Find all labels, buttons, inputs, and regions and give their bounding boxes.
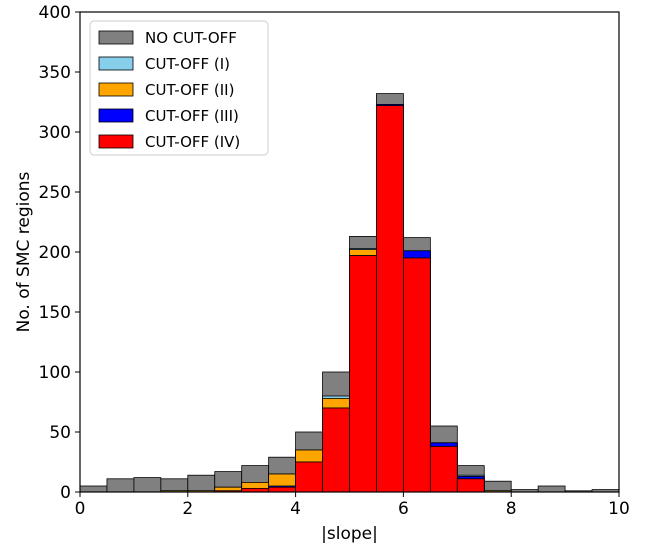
y-tick-label: 300	[39, 123, 71, 143]
bar-series-4-bin-9	[322, 407, 350, 493]
legend-label: CUT-OFF (I)	[145, 55, 230, 73]
x-tick-label: 8	[506, 499, 517, 519]
x-axis-label: |slope|	[321, 524, 378, 544]
y-tick-label: 100	[39, 363, 71, 383]
legend-swatch	[98, 134, 134, 149]
y-axis-label: No. of SMC regions	[14, 171, 34, 332]
bar-series-4-bin-12	[402, 257, 431, 493]
x-tick-label: 10	[608, 499, 630, 519]
bar-series-0-bin-3	[160, 478, 189, 493]
bar-series-4-bin-8	[295, 461, 323, 493]
bar-series-0-bin-17	[537, 485, 566, 493]
bar-series-4-bin-10	[349, 255, 377, 493]
x-tick-label: 2	[182, 499, 193, 519]
legend-label: CUT-OFF (II)	[145, 81, 234, 99]
y-tick-label: 50	[49, 423, 71, 443]
x-tick-label: 6	[398, 499, 409, 519]
y-tick-label: 200	[39, 243, 71, 263]
y-axis: 0 50 100 150 200 250 300 350 400	[39, 3, 80, 503]
bar-series-0-bin-2	[133, 477, 162, 493]
bar-series-4-bin-14	[456, 478, 485, 493]
legend-label: CUT-OFF (IV)	[145, 133, 240, 151]
bar-series-0-bin-1	[106, 478, 135, 493]
y-tick-label: 0	[60, 483, 71, 503]
legend-swatch	[98, 56, 134, 71]
x-axis: 0 2 4 6 8 10	[75, 492, 630, 519]
y-tick-label: 400	[39, 3, 71, 23]
legend-swatch	[98, 82, 134, 97]
bar-series-4-bin-11	[376, 105, 404, 493]
legend-swatch	[98, 108, 134, 123]
legend-label: NO CUT-OFF	[145, 29, 237, 47]
y-tick-label: 150	[39, 303, 71, 323]
bar-series-4-bin-13	[429, 445, 458, 493]
x-tick-label: 4	[290, 499, 301, 519]
bar-series-4-bin-7	[268, 486, 296, 493]
bars-group	[79, 93, 620, 493]
bar-series-0-bin-15	[483, 480, 512, 493]
bar-series-0-bin-0	[79, 485, 108, 493]
y-tick-label: 350	[39, 63, 71, 83]
legend-box	[89, 20, 269, 156]
bar-series-0-bin-4	[187, 474, 216, 493]
y-tick-label: 250	[39, 183, 71, 203]
legend: NO CUT-OFF CUT-OFF (I) CUT-OFF (II) CUT-OFF…	[89, 20, 269, 156]
x-tick-label: 0	[75, 499, 86, 519]
legend-label: CUT-OFF (III)	[145, 107, 239, 125]
legend-swatch	[98, 30, 134, 45]
